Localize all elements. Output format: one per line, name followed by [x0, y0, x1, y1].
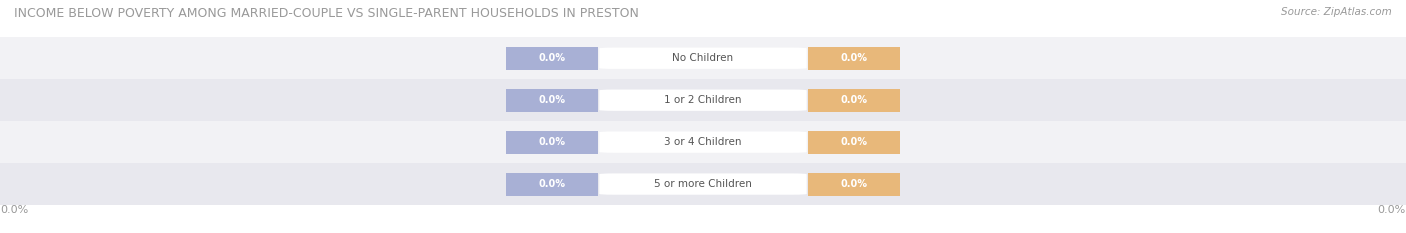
Bar	[808, 47, 900, 70]
Text: 0.0%: 0.0%	[0, 205, 28, 215]
Bar	[808, 89, 900, 112]
Text: 0.0%: 0.0%	[538, 53, 565, 63]
FancyBboxPatch shape	[599, 131, 807, 153]
Text: 0.0%: 0.0%	[538, 95, 565, 105]
FancyBboxPatch shape	[599, 48, 807, 69]
Text: 3 or 4 Children: 3 or 4 Children	[664, 137, 742, 147]
Bar	[506, 47, 598, 70]
Bar	[506, 131, 598, 154]
Text: 0.0%: 0.0%	[538, 179, 565, 189]
Bar	[808, 172, 900, 196]
Text: 0.0%: 0.0%	[841, 137, 868, 147]
Bar	[0, 163, 1406, 205]
Bar	[808, 131, 900, 154]
Text: 0.0%: 0.0%	[841, 53, 868, 63]
Bar	[506, 89, 598, 112]
Text: INCOME BELOW POVERTY AMONG MARRIED-COUPLE VS SINGLE-PARENT HOUSEHOLDS IN PRESTON: INCOME BELOW POVERTY AMONG MARRIED-COUPL…	[14, 7, 638, 20]
Text: 1 or 2 Children: 1 or 2 Children	[664, 95, 742, 105]
Bar	[0, 79, 1406, 121]
Text: 0.0%: 0.0%	[841, 95, 868, 105]
Bar	[0, 37, 1406, 79]
Text: No Children: No Children	[672, 53, 734, 63]
Text: 0.0%: 0.0%	[538, 137, 565, 147]
Text: 0.0%: 0.0%	[1378, 205, 1406, 215]
Text: Source: ZipAtlas.com: Source: ZipAtlas.com	[1281, 7, 1392, 17]
Text: 5 or more Children: 5 or more Children	[654, 179, 752, 189]
FancyBboxPatch shape	[599, 173, 807, 195]
Text: 0.0%: 0.0%	[841, 179, 868, 189]
Bar	[0, 121, 1406, 163]
Bar	[506, 172, 598, 196]
FancyBboxPatch shape	[599, 89, 807, 111]
